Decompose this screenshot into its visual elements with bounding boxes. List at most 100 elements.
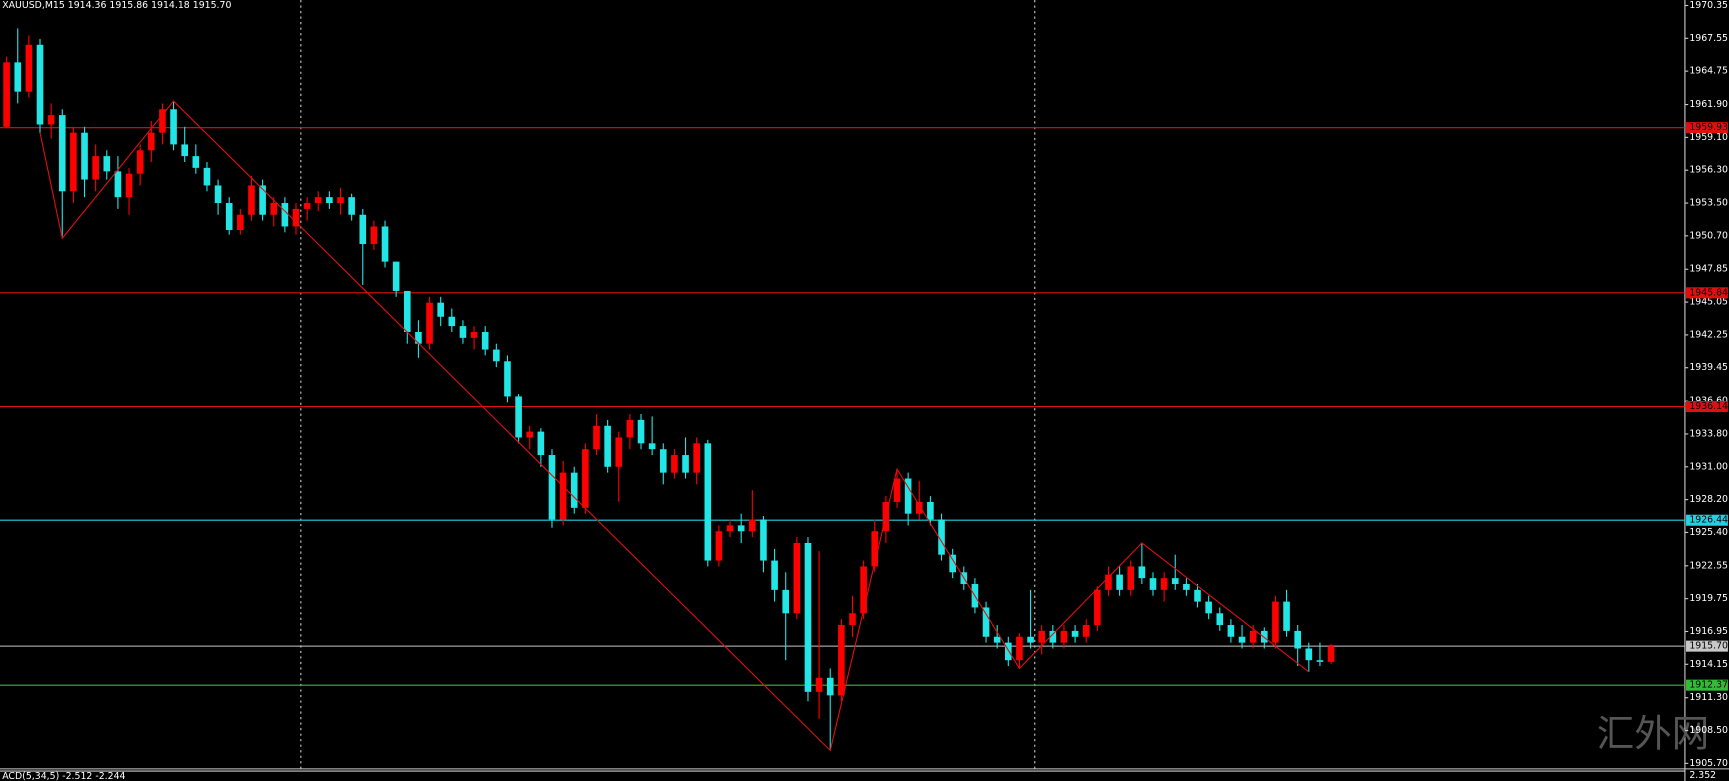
y-tick-label: 1961.90	[1689, 99, 1728, 110]
watermark: 汇外网	[1597, 711, 1709, 755]
y-tick-label: 1942.25	[1689, 329, 1728, 340]
y-tick-label: 1964.75	[1689, 66, 1728, 77]
candle-body	[615, 437, 623, 467]
candle-body	[225, 203, 233, 230]
candle-body	[459, 326, 467, 338]
candle-body	[337, 197, 344, 204]
candle-body	[181, 144, 188, 157]
candle-body	[826, 677, 834, 696]
candle-body	[81, 132, 88, 180]
candle-body	[582, 449, 589, 508]
price-level-box	[1686, 640, 1728, 652]
candle-body	[849, 613, 856, 626]
candle-body	[1249, 630, 1257, 643]
candle-body	[1116, 574, 1123, 590]
candle-body	[1171, 578, 1179, 585]
candle-body	[348, 197, 355, 215]
candle-body	[893, 478, 901, 502]
candle-body	[626, 419, 634, 438]
candle-body	[1183, 584, 1190, 590]
candle-body	[303, 203, 311, 209]
candle-body	[1016, 636, 1023, 661]
candle-body	[593, 425, 600, 450]
price-level-label: 1912.37	[1689, 680, 1728, 691]
y-tick-label: 1911.30	[1689, 692, 1728, 703]
candle-body	[292, 208, 300, 227]
candle-body	[426, 302, 433, 344]
candle-body	[470, 331, 478, 338]
price-level-box	[1686, 679, 1728, 691]
y-tick-label: 1950.70	[1689, 230, 1728, 241]
price-level-box	[1686, 122, 1728, 134]
y-tick-label: 1922.55	[1689, 560, 1728, 571]
candle-body	[70, 132, 77, 192]
y-tick-label: 1959.10	[1689, 132, 1728, 143]
candle-body	[1194, 589, 1201, 602]
candle-body	[359, 214, 367, 245]
y-tick-label: 1928.20	[1689, 494, 1728, 505]
y-tick-label: 1919.75	[1689, 593, 1728, 604]
candle-body	[493, 349, 500, 362]
candle-body	[1049, 630, 1057, 643]
candle-body	[25, 44, 33, 92]
candle-body	[481, 331, 489, 350]
candle-body	[1138, 566, 1146, 579]
price-level-label: 1936.14	[1689, 401, 1728, 412]
candle-body	[381, 226, 389, 262]
y-tick-label: 1939.45	[1689, 362, 1728, 373]
candle-body	[1027, 636, 1034, 643]
candle-body	[14, 62, 22, 92]
indicator-label: ACD(5,34,5) -2.512 -2.244	[2, 771, 125, 781]
candle-body	[1238, 636, 1246, 643]
candle-body	[147, 132, 155, 151]
candle-body	[815, 677, 823, 692]
candle-body	[637, 419, 645, 444]
candle-body	[771, 560, 778, 590]
candle-body	[259, 185, 266, 215]
candle-body	[515, 396, 522, 438]
candle-body	[749, 519, 756, 532]
zigzag-line	[39, 100, 1310, 752]
candle-body	[804, 542, 812, 692]
candle-body	[1327, 646, 1335, 662]
candle-body	[392, 261, 400, 291]
candle-body	[1060, 630, 1068, 643]
candle-body	[1227, 625, 1235, 637]
candle-body	[871, 531, 879, 567]
y-tick-label: 1931.00	[1689, 461, 1728, 472]
y-tick-label: 1956.30	[1689, 165, 1728, 176]
candle-body	[114, 171, 122, 198]
candle-body	[214, 185, 222, 204]
candle-body	[693, 443, 700, 473]
price-level-box	[1686, 287, 1728, 299]
y-tick-label: 1945.05	[1689, 297, 1728, 308]
candle-body	[782, 589, 790, 614]
candle-body	[448, 316, 456, 327]
candle-body	[949, 554, 956, 573]
candle-body	[437, 302, 444, 317]
y-tick-label: 1916.95	[1689, 626, 1728, 637]
candle-body	[1294, 630, 1301, 649]
y-tick-label: 1970.35	[1689, 0, 1728, 11]
candle-body	[737, 525, 745, 532]
y-tick-label: 1967.55	[1689, 33, 1728, 44]
candle-body	[1305, 648, 1313, 661]
candle-body	[715, 531, 723, 561]
y-tick-label: 1947.85	[1689, 264, 1728, 275]
candle-body	[1216, 613, 1224, 626]
y-tick-label: 1953.50	[1689, 198, 1728, 209]
candle-body	[1071, 630, 1079, 637]
candle-body	[659, 449, 667, 473]
price-level-box	[1686, 401, 1728, 413]
candle-body	[248, 185, 255, 215]
chart-title: XAUUSD,M15 1914.36 1915.86 1914.18 1915.…	[2, 0, 231, 11]
candle-body	[604, 425, 611, 467]
candle-body	[1127, 566, 1135, 590]
candle-body	[1283, 601, 1290, 631]
candle-body	[237, 214, 244, 230]
candle-body	[403, 290, 411, 332]
candle-body	[1272, 601, 1279, 643]
candle-body	[548, 455, 556, 520]
